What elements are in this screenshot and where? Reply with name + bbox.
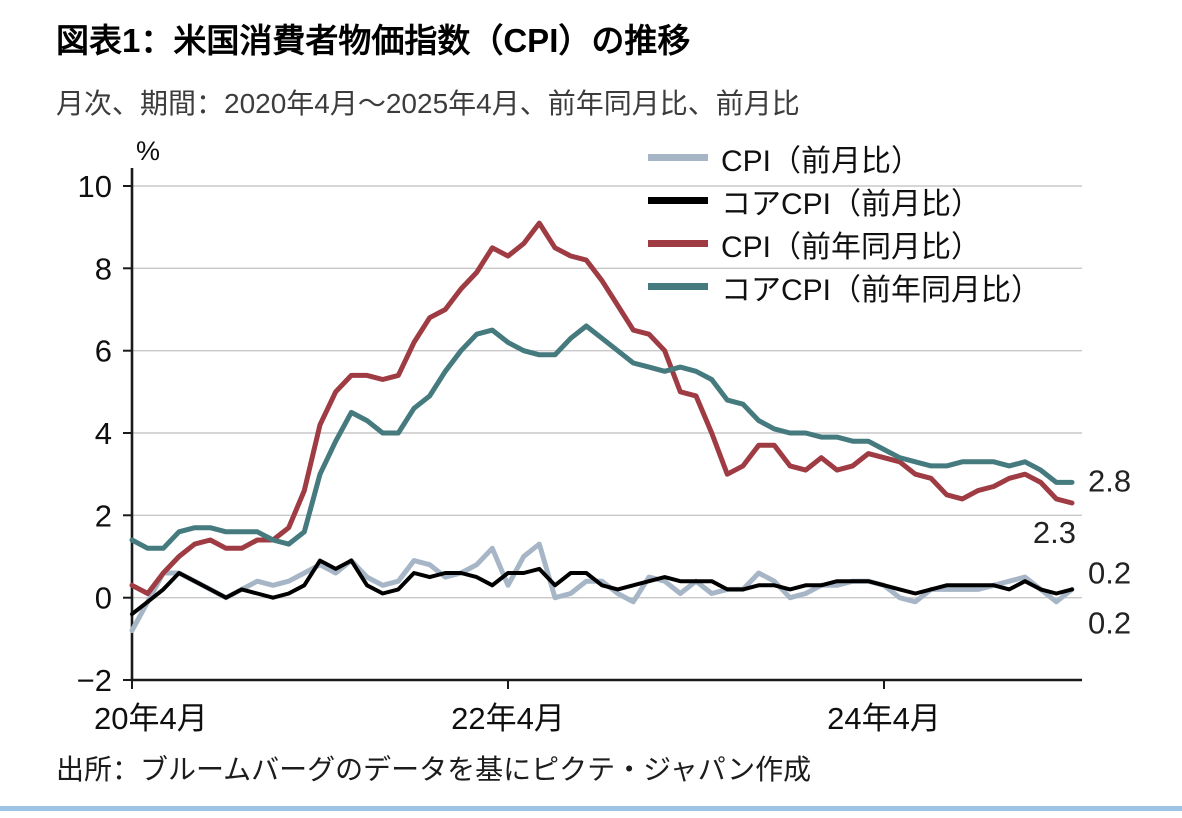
y-tick-label: −2 [77, 663, 112, 698]
y-tick-label: 4 [95, 416, 112, 451]
legend-label-core-cpi-mom: コアCPI（前月比） [721, 187, 982, 221]
bottom-accent-rule [0, 806, 1182, 811]
series-line-core_cpi_mom [130, 558, 1074, 617]
legend-item-core-cpi-mom: コアCPI（前月比） [648, 179, 1041, 222]
series-line-cpi_yoy [129, 220, 1075, 596]
series-line-core_cpi_yoy [129, 323, 1075, 551]
x-tick-label: 24年4月 [827, 701, 941, 736]
legend-item-cpi-yoy: CPI（前年同月比） [648, 222, 1041, 265]
end-value-label: 0.2 [1088, 605, 1131, 640]
y-tick-label: 10 [78, 169, 112, 204]
end-value-label: 0.2 [1088, 555, 1131, 590]
legend-label-cpi-mom: CPI（前月比） [721, 144, 922, 178]
y-tick-label: 6 [95, 334, 112, 369]
legend-swatch-cpi-yoy [648, 240, 708, 247]
y-tick-label: 8 [95, 251, 112, 286]
source-note: 出所：ブルームバーグのデータを基にピクテ・ジャパン作成 [56, 754, 812, 785]
end-value-label: 2.8 [1088, 463, 1131, 498]
chart-title: 図表1：米国消費者物価指数（CPI）の推移 [56, 22, 691, 59]
legend: CPI（前月比） コアCPI（前月比） CPI（前年同月比） コアCPI（前年同… [648, 136, 1041, 308]
legend-swatch-cpi-mom [648, 154, 708, 161]
legend-label-cpi-yoy: CPI（前年同月比） [721, 230, 982, 264]
y-tick-label: 0 [95, 581, 112, 616]
legend-item-cpi-mom: CPI（前月比） [648, 136, 1041, 179]
y-tick-label: 2 [95, 498, 112, 533]
x-tick-label: 20年4月 [94, 701, 208, 736]
series-line-cpi_mom [129, 541, 1075, 634]
legend-item-core-cpi-yoy: コアCPI（前年同月比） [648, 265, 1041, 308]
end-value-label: 2.3 [1033, 515, 1076, 550]
legend-label-core-cpi-yoy: コアCPI（前年同月比） [721, 273, 1042, 307]
legend-swatch-core-cpi-yoy [648, 283, 708, 290]
y-axis-unit: % [136, 136, 160, 166]
x-tick-label: 22年4月 [451, 701, 565, 736]
legend-swatch-core-cpi-mom [648, 197, 708, 204]
chart-subtitle: 月次、期間：2020年4月～2025年4月、前年同月比、前月比 [56, 88, 800, 119]
